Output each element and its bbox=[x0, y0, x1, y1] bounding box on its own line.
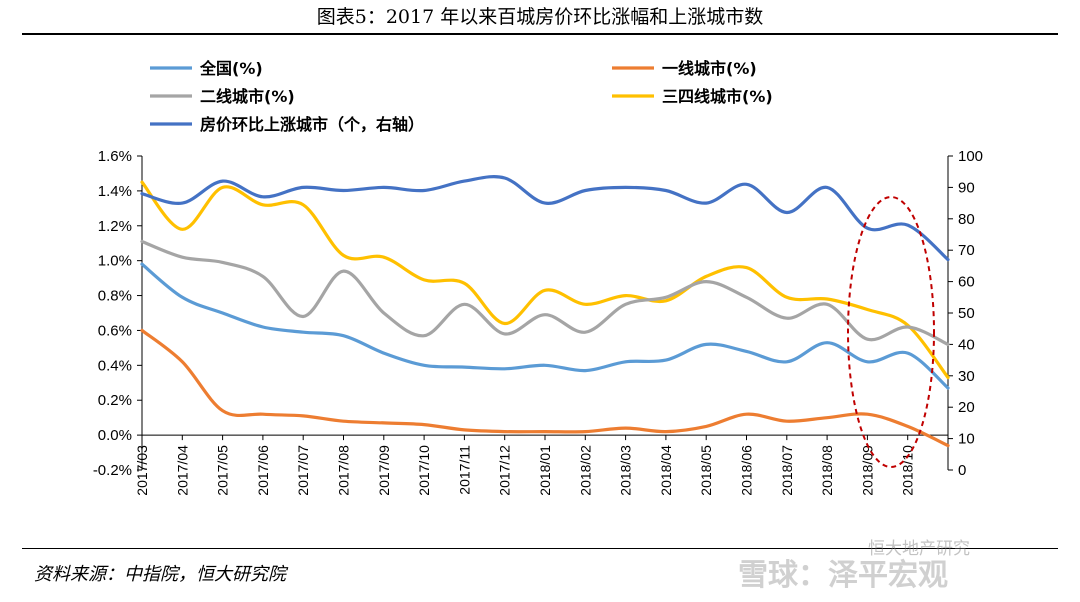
legend-label: 一线城市(%) bbox=[662, 59, 757, 78]
x-tick-label: 2018/10 bbox=[900, 445, 916, 496]
right-tick-label: 100 bbox=[958, 148, 983, 165]
left-tick-label: 0.2% bbox=[98, 392, 132, 409]
x-tick-label: 2018/07 bbox=[779, 445, 795, 496]
right-tick-label: 60 bbox=[958, 274, 975, 291]
right-tick-label: 90 bbox=[958, 179, 975, 196]
legend-label: 二线城市(%) bbox=[200, 87, 295, 106]
x-tick-label: 2017/09 bbox=[376, 445, 392, 496]
x-tick-label: 2018/08 bbox=[819, 445, 835, 496]
series-line bbox=[140, 328, 950, 448]
series-line bbox=[140, 262, 950, 390]
x-tick-label: 2018/04 bbox=[658, 445, 674, 496]
x-tick-label: 2017/05 bbox=[215, 445, 231, 496]
x-tick-label: 2017/06 bbox=[255, 445, 271, 496]
x-tick-label: 2018/02 bbox=[577, 445, 593, 496]
left-tick-label: 0.0% bbox=[98, 427, 132, 444]
left-tick-label: 1.0% bbox=[98, 253, 132, 270]
highlight-ellipse bbox=[847, 196, 935, 468]
left-tick-label: -0.2% bbox=[93, 462, 132, 479]
left-tick-label: 1.2% bbox=[98, 218, 132, 235]
x-tick-label: 2017/08 bbox=[336, 445, 352, 496]
x-tick-label: 2017/10 bbox=[416, 445, 432, 496]
legend-label: 全国(%) bbox=[199, 59, 263, 78]
series-line bbox=[140, 180, 950, 380]
watermark-small: 恒大地产研究 bbox=[868, 539, 970, 559]
right-tick-label: 80 bbox=[958, 211, 975, 228]
right-tick-label: 10 bbox=[958, 431, 975, 448]
top-rule bbox=[22, 33, 1058, 35]
right-tick-label: 50 bbox=[958, 305, 975, 322]
left-tick-label: 0.6% bbox=[98, 322, 132, 339]
left-tick-label: 0.8% bbox=[98, 288, 132, 305]
chart-title: 图表5：2017 年以来百城房价环比涨幅和上涨城市数 bbox=[316, 6, 764, 28]
series-line bbox=[140, 239, 950, 346]
x-tick-label: 2018/05 bbox=[698, 445, 714, 496]
x-tick-label: 2018/06 bbox=[739, 445, 755, 496]
x-tick-label: 2018/09 bbox=[859, 445, 875, 496]
right-tick-label: 0 bbox=[958, 462, 966, 479]
line-chart: 1.6% 1.4% 1.2% 1.0% 0.8% 0.6% 0.4% 0.2% 0.0% -0.2… bbox=[93, 59, 983, 496]
watermark: 雪球：泽平宏观 bbox=[738, 558, 948, 593]
right-tick-label: 20 bbox=[958, 399, 975, 416]
right-tick-label: 40 bbox=[958, 336, 975, 353]
x-tick-label: 2018/01 bbox=[537, 445, 553, 496]
left-tick-label: 1.6% bbox=[98, 148, 132, 165]
right-tick-label: 30 bbox=[958, 368, 975, 385]
series-line bbox=[140, 175, 950, 262]
legend-label: 三四线城市(%) bbox=[662, 87, 773, 106]
right-tick-label: 70 bbox=[958, 242, 975, 259]
source-note: 资料来源：中指院，恒大研究院 bbox=[34, 564, 286, 585]
x-tick-label: 2018/03 bbox=[618, 445, 634, 496]
bottom-rule bbox=[22, 548, 1058, 549]
left-tick-label: 0.4% bbox=[98, 357, 132, 374]
left-tick-label: 1.4% bbox=[98, 183, 132, 200]
x-tick-label: 2017/03 bbox=[134, 445, 150, 496]
x-tick-label: 2017/12 bbox=[497, 445, 513, 496]
legend-label: 房价环比上涨城市（个，右轴） bbox=[200, 115, 424, 134]
x-tick-label: 2017/11 bbox=[456, 445, 472, 495]
x-tick-label: 2017/04 bbox=[174, 445, 190, 496]
x-tick-label: 2017/07 bbox=[295, 445, 311, 496]
